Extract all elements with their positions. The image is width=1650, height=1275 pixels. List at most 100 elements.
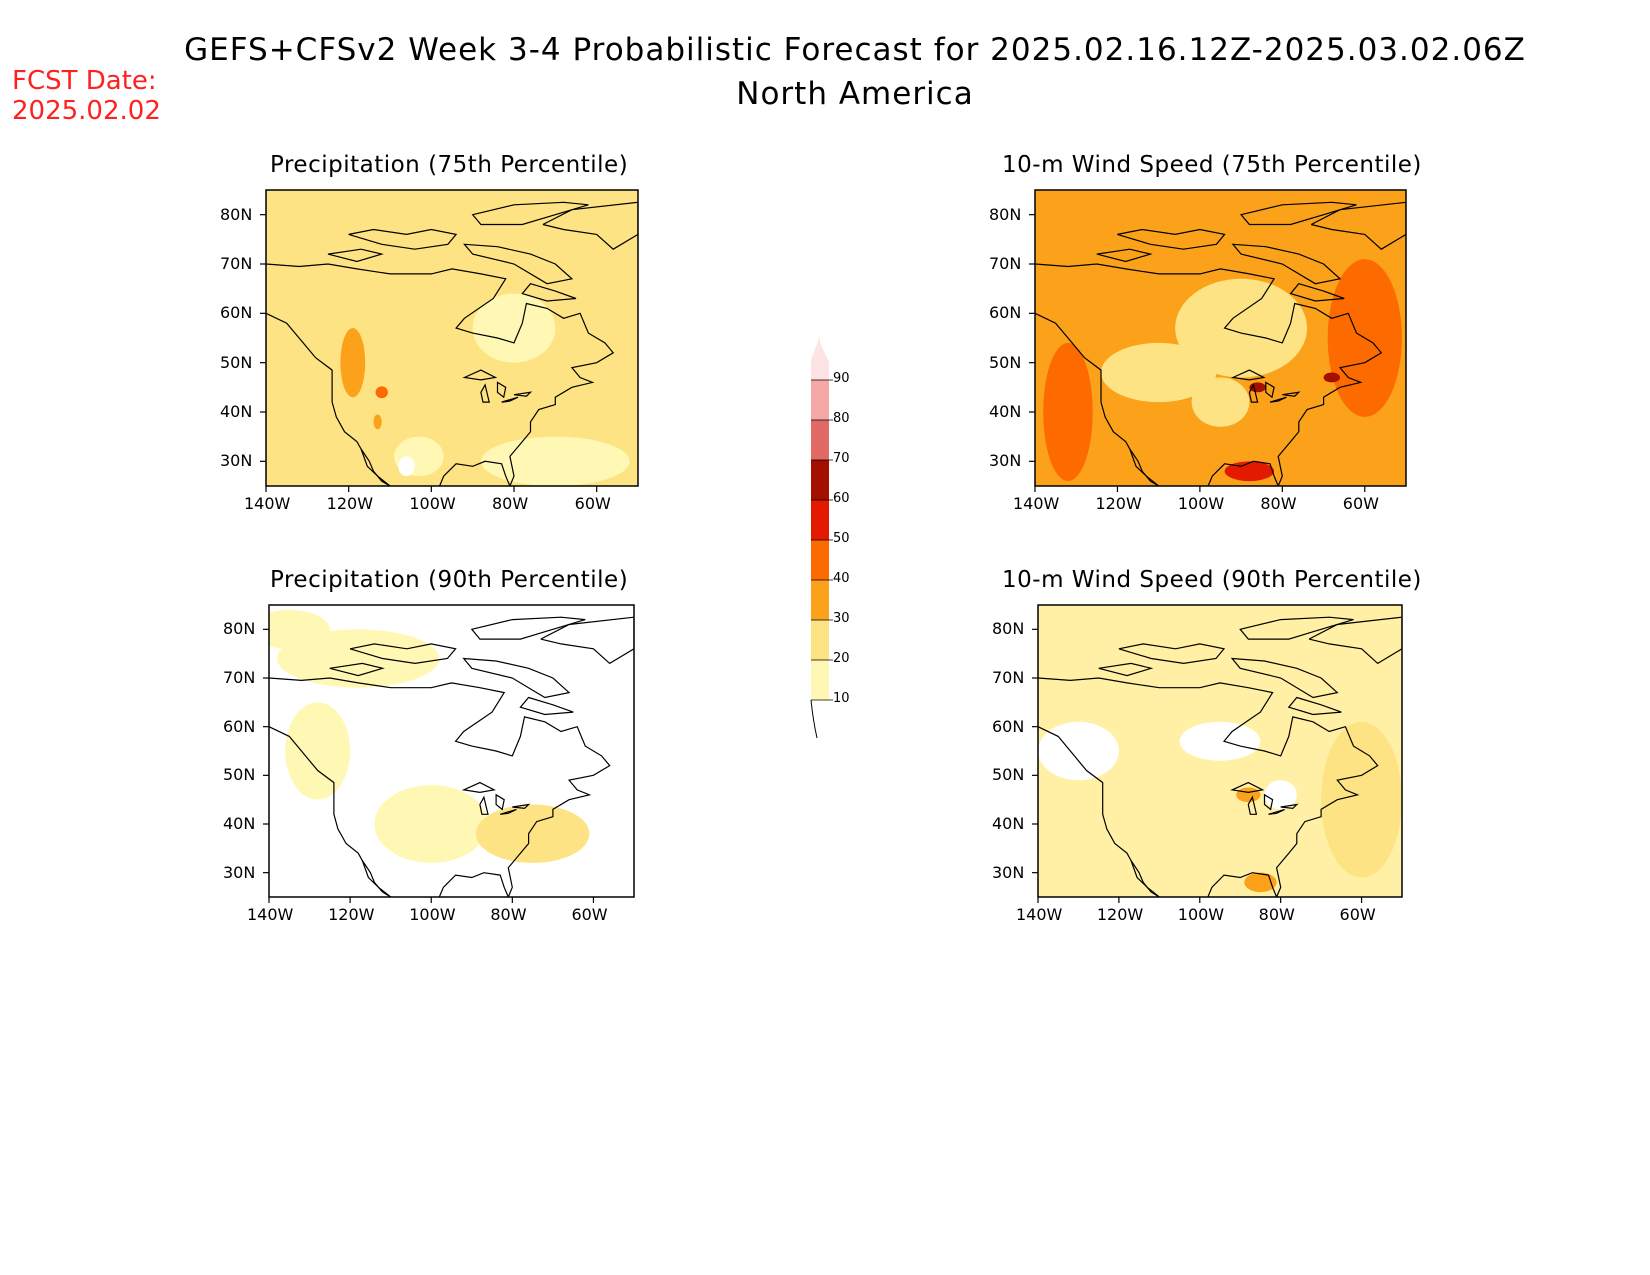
lon-tick-label: 140W <box>1013 494 1060 513</box>
coastline <box>1035 263 1383 486</box>
lake-outline <box>1247 795 1258 815</box>
lake-outline <box>1263 793 1274 811</box>
map-border <box>265 189 639 487</box>
colorbar-label: 80 <box>833 411 850 426</box>
lat-tick-label: 60N <box>220 303 253 323</box>
colorbar-label: 40 <box>833 571 850 586</box>
lon-tick-label: 140W <box>244 494 291 513</box>
lake-outline <box>1230 369 1266 381</box>
lat-tick-label: 70N <box>992 668 1025 687</box>
panel-title: 10-m Wind Speed (75th Percentile) <box>1002 152 1422 178</box>
colorbar-swatch <box>811 460 829 500</box>
colorbar-swatch <box>811 580 829 620</box>
forecast-date-label: FCST Date: <box>12 66 157 96</box>
lat-tick-label: 50N <box>989 352 1022 372</box>
colorbar-swatch <box>811 620 829 660</box>
lon-tick-label: 100W <box>409 905 456 924</box>
lon-tick-label: 140W <box>247 905 294 924</box>
lon-tick-label: 80W <box>492 494 529 513</box>
west-coastline <box>266 312 391 486</box>
lon-tick-label: 100W <box>1177 494 1225 513</box>
arctic-island <box>463 243 574 285</box>
region-subtitle: North America <box>736 76 974 112</box>
colorbar-swatch <box>811 420 829 460</box>
colorbar-bottom-cap <box>810 699 818 739</box>
lon-tick-label: 120W <box>1096 905 1144 924</box>
map-shading <box>269 605 634 897</box>
colorbar-label: 90 <box>833 371 850 386</box>
colorbar-swatch <box>811 660 829 700</box>
baja-coastline <box>1129 448 1160 486</box>
lake-outline <box>1265 381 1275 399</box>
greenland-coastline <box>542 201 638 250</box>
lon-tick-label: 100W <box>409 494 456 513</box>
lat-tick-label: 80N <box>992 619 1025 639</box>
coastline <box>1038 677 1379 897</box>
shading-region <box>1175 278 1308 378</box>
arctic-island <box>1289 283 1345 302</box>
lake-outline <box>1280 803 1299 810</box>
west-coastline <box>269 726 392 897</box>
arctic-island <box>470 616 586 640</box>
arctic-island <box>329 662 385 677</box>
baja-coastline <box>361 860 392 897</box>
west-coastline <box>1038 726 1160 897</box>
lat-tick-label: 60N <box>992 716 1025 736</box>
shading-region <box>1191 377 1250 427</box>
shading-region <box>1100 342 1217 403</box>
shading-region <box>1236 787 1261 803</box>
shading-region <box>1323 372 1341 383</box>
lake-outline <box>512 803 531 810</box>
shading-region <box>277 629 440 688</box>
shading-region <box>1224 461 1275 482</box>
baja-coastline <box>360 448 391 486</box>
lake-outline <box>501 396 519 403</box>
arctic-island <box>471 201 589 226</box>
lat-tick-label: 40N <box>223 814 256 833</box>
panel-title: 10-m Wind Speed (90th Percentile) <box>1002 567 1422 593</box>
lon-tick-label: 80W <box>1258 905 1295 924</box>
shading-region <box>398 456 415 477</box>
colorbar-top-cap <box>811 336 829 380</box>
lat-tick-label: 30N <box>992 862 1025 882</box>
arctic-island <box>519 696 574 716</box>
lat-tick-label: 40N <box>989 402 1022 421</box>
lon-tick-label: 80W <box>1260 494 1297 513</box>
colorbar-label: 30 <box>833 611 850 626</box>
lat-tick-label: 50N <box>220 352 253 372</box>
lake-outline <box>479 795 489 815</box>
arctic-island <box>1096 248 1153 263</box>
map-border <box>1034 189 1407 487</box>
panel-title: Precipitation (75th Percentile) <box>270 152 629 178</box>
lon-tick-label: 120W <box>328 905 375 924</box>
lon-tick-label: 100W <box>1177 905 1225 924</box>
colorbar-swatch <box>811 540 829 580</box>
shading-region <box>472 293 556 363</box>
arctic-island <box>1117 228 1226 250</box>
colorbar-label: 20 <box>833 651 850 666</box>
lat-tick-label: 50N <box>223 765 256 785</box>
lake-outline <box>1248 383 1259 403</box>
shading-region <box>285 702 351 800</box>
map-border <box>268 604 635 898</box>
shading-region <box>475 804 590 863</box>
lake-outline <box>495 793 505 811</box>
lake-outline <box>496 381 507 399</box>
lat-tick-label: 80N <box>989 204 1022 224</box>
colorbar-label: 50 <box>833 531 850 546</box>
shading-region <box>1244 872 1277 893</box>
lon-tick-label: 140W <box>1016 905 1063 924</box>
shading-region <box>1249 382 1266 393</box>
colorbar-label: 60 <box>833 491 850 506</box>
lake-outline <box>461 781 496 794</box>
shading-region <box>1321 721 1402 878</box>
shading-region <box>1043 342 1093 482</box>
lake-outline <box>1268 808 1285 815</box>
lat-tick-label: 30N <box>989 451 1022 471</box>
lat-tick-label: 80N <box>220 204 253 224</box>
shading-region <box>1038 721 1119 781</box>
lat-tick-label: 60N <box>989 303 1022 323</box>
map-border <box>1037 604 1403 898</box>
lon-tick-label: 120W <box>326 494 374 513</box>
arctic-island <box>1287 696 1342 716</box>
